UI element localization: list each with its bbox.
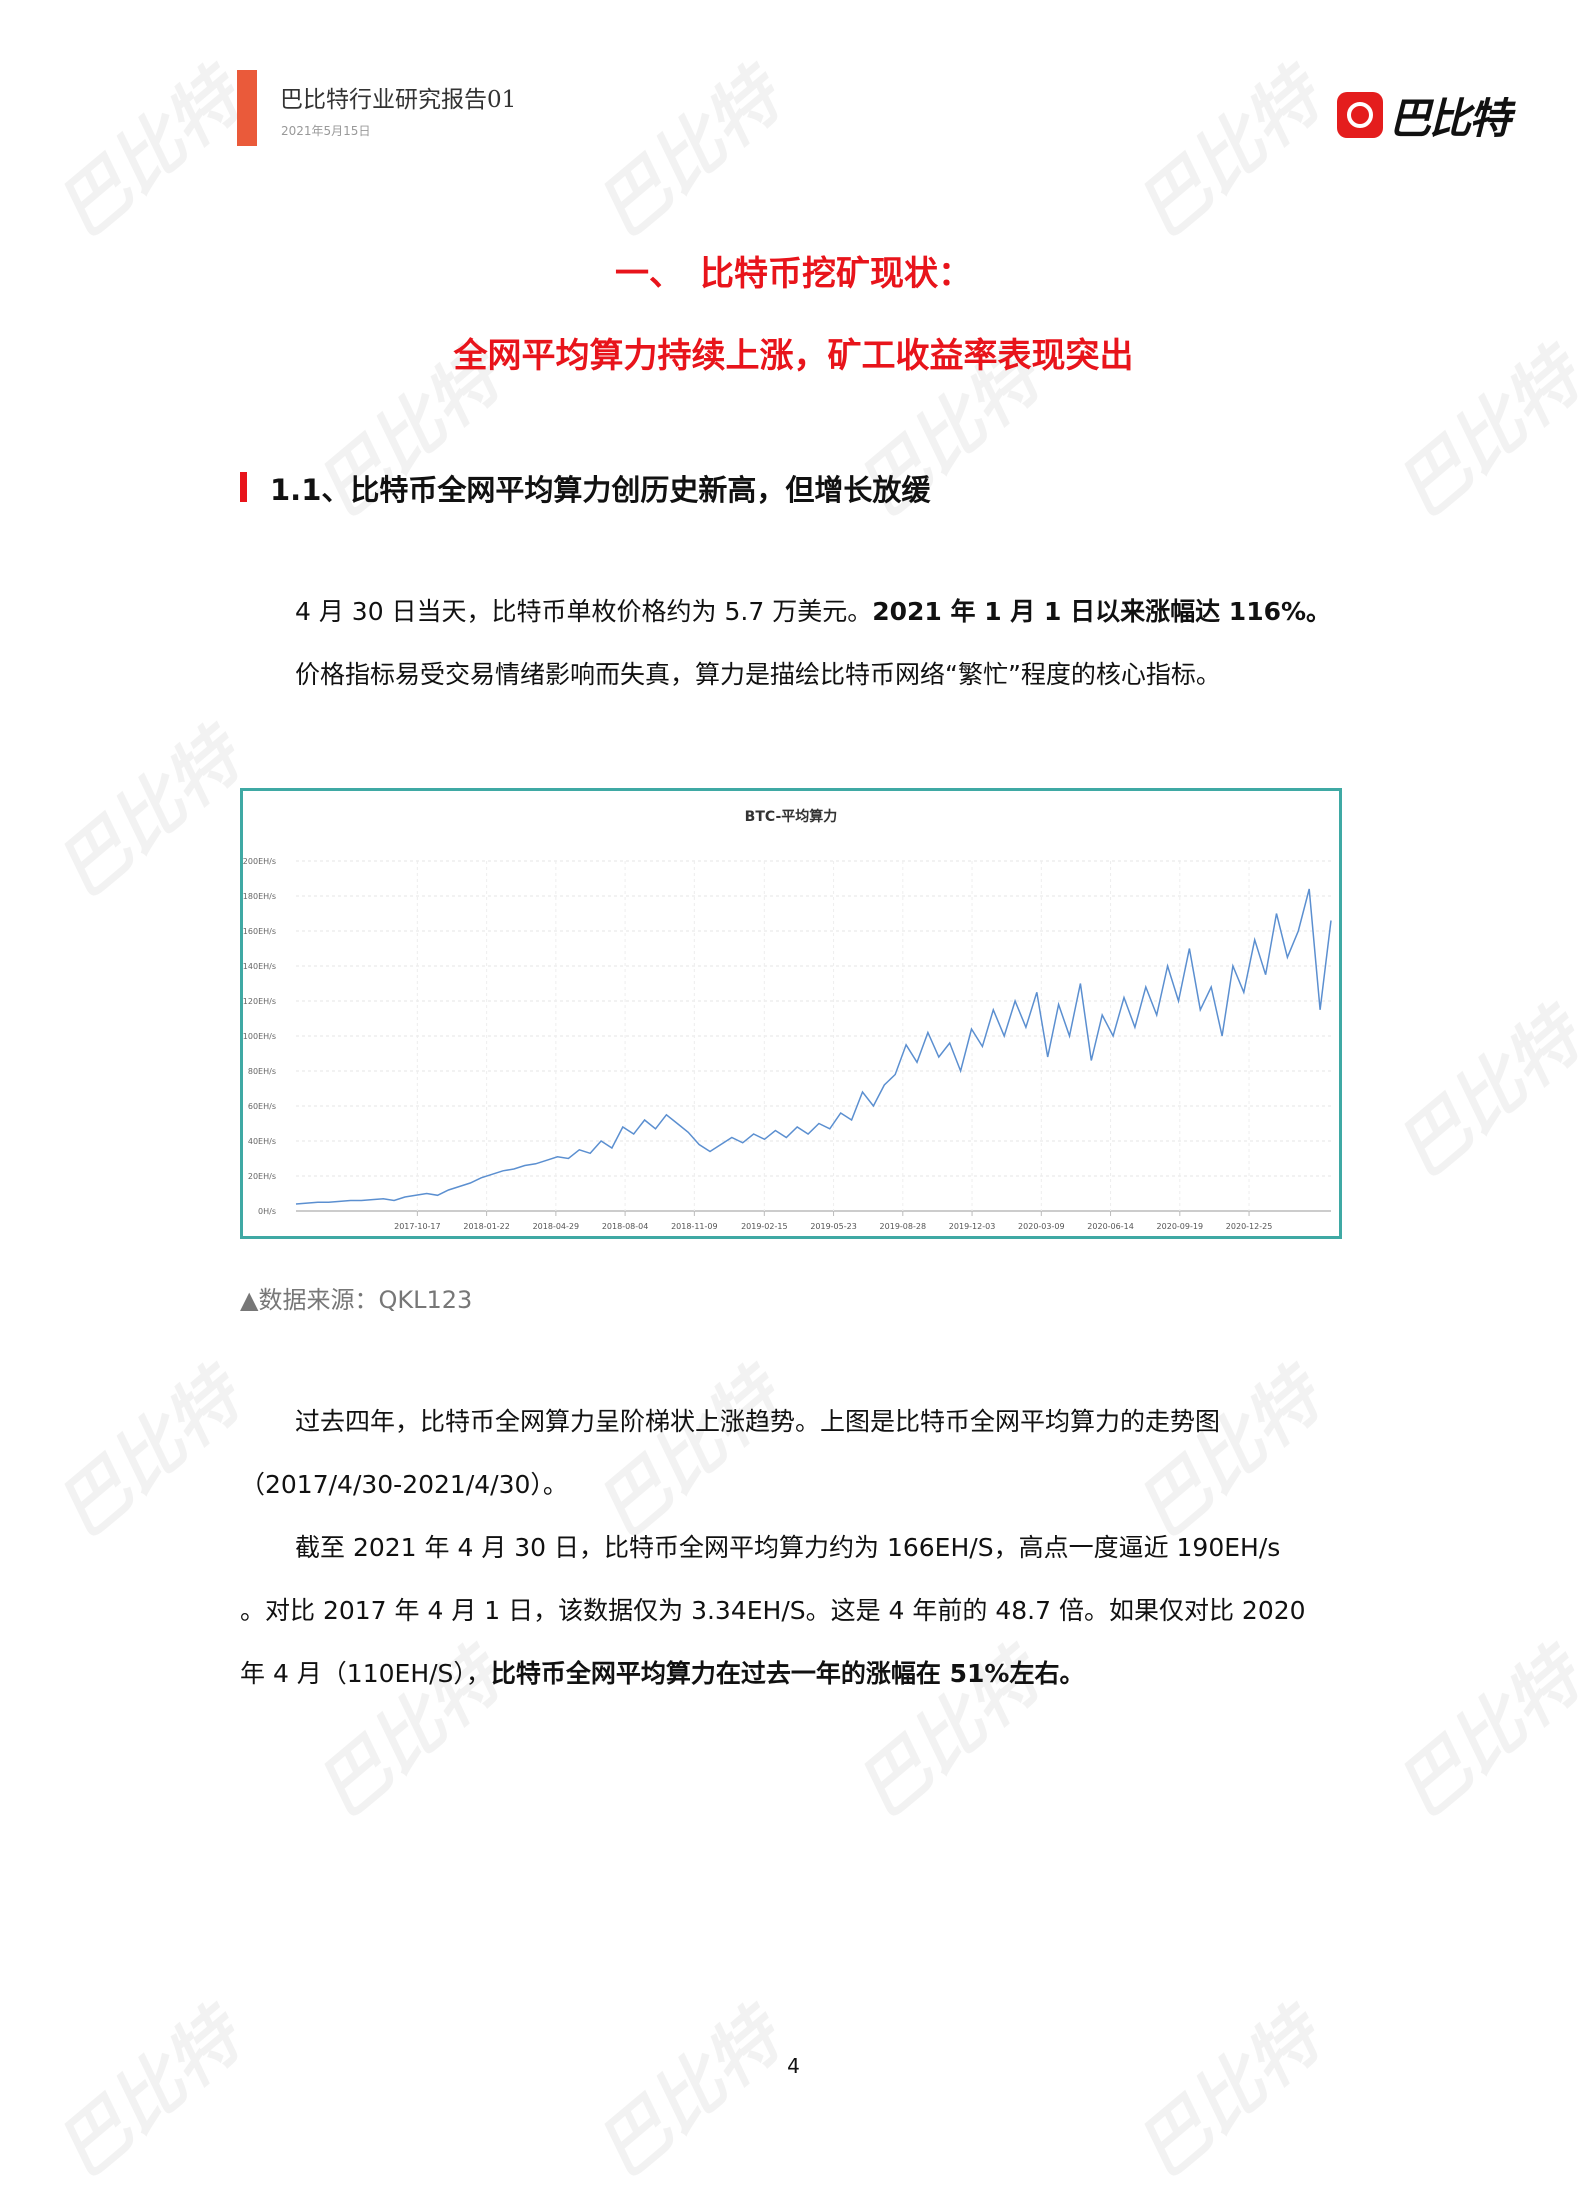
x-tick-label: 2020-03-09 — [1018, 1222, 1064, 1231]
x-tick-label: 2019-12-03 — [949, 1222, 996, 1231]
babite-logo: 巴比特 — [1337, 88, 1511, 143]
x-tick-label: 2018-04-29 — [533, 1222, 580, 1231]
watermark: 巴比特 — [41, 1355, 256, 1554]
x-tick-label: 2020-06-14 — [1087, 1222, 1134, 1231]
text: 截至 2021 年 4 月 30 日，比特币全网平均算力约为 166EH/S，高… — [295, 1533, 1281, 1562]
paragraph-trend: 过去四年，比特币全网算力呈阶梯状上涨趋势。上图是比特币全网平均算力的走势图 （2… — [240, 1390, 1350, 1705]
x-tick-label: 2019-02-15 — [741, 1222, 788, 1231]
y-tick-label: 160EH/s — [243, 927, 276, 936]
y-tick-label: 140EH/s — [243, 962, 276, 971]
report-date: 2021年5月15日 — [281, 124, 371, 138]
text: 过去四年，比特币全网算力呈阶梯状上涨趋势。上图是比特币全网平均算力的走势图 — [295, 1407, 1221, 1436]
x-tick-label: 2020-09-19 — [1157, 1222, 1204, 1231]
y-tick-label: 0H/s — [258, 1207, 276, 1216]
bold-text: 比特币全网平均算力在过去一年的涨幅在 51%左右。 — [490, 1659, 1085, 1688]
x-tick-label: 2018-08-04 — [602, 1222, 649, 1231]
text: 年 4 月（110EH/S）， — [240, 1659, 491, 1688]
hashrate-line — [295, 888, 1332, 1205]
text: （2017/4/30-2021/4/30）。 — [240, 1470, 568, 1499]
chapter-subheading: 全网平均算力持续上涨，矿工收益率表现突出 — [453, 336, 1134, 376]
y-tick-label: 100EH/s — [243, 1032, 276, 1041]
paragraph-price: 4 月 30 日当天，比特币单枚价格约为 5.7 万美元。2021 年 1 月 … — [240, 580, 1350, 706]
y-tick-label: 180EH/s — [243, 892, 276, 901]
watermark: 巴比特 — [1121, 1995, 1336, 2194]
x-tick-label: 2019-05-23 — [810, 1222, 857, 1231]
report-title: 巴比特行业研究报告01 — [280, 87, 517, 113]
y-tick-label: 120EH/s — [243, 997, 276, 1006]
chart-grid — [296, 860, 1331, 1212]
y-tick-label: 20EH/s — [248, 1172, 276, 1181]
watermark: 巴比特 — [581, 1995, 796, 2194]
watermark: 巴比特 — [581, 55, 796, 254]
x-axis: 2017-10-17 2018-01-22 2018-04-29 2018-08-04… — [394, 1211, 1272, 1231]
watermark: 巴比特 — [41, 55, 256, 254]
y-tick-label: 80EH/s — [248, 1067, 276, 1076]
chart-svg: BTC-平均算力 0H/s 20EH/s 40EH/s 60EH/s 80EH/s 100… — [243, 808, 1332, 1231]
text: 。对比 2017 年 4 月 1 日，该数据仅为 3.34EH/S。这是 4 年… — [240, 1596, 1306, 1625]
header-accent-bar — [237, 70, 257, 146]
page-number: 4 — [787, 2054, 800, 2078]
bold-text: 2021 年 1 月 1 日以来涨幅达 116%。 — [872, 597, 1332, 626]
y-axis: 0H/s 20EH/s 40EH/s 60EH/s 80EH/s 100EH/s 120EH… — [243, 857, 276, 1216]
section-heading: 1.1、比特币全网平均算力创历史新高，但增长放缓 — [270, 473, 931, 507]
watermark: 巴比特 — [1121, 55, 1336, 254]
chapter-heading: 一、 比特币挖矿现状： — [615, 254, 972, 294]
y-tick-label: 200EH/s — [243, 857, 276, 866]
x-tick-label: 2017-10-17 — [394, 1222, 441, 1231]
x-tick-label: 2019-08-28 — [880, 1222, 927, 1231]
x-tick-label: 2018-11-09 — [671, 1222, 718, 1231]
section-marker — [240, 472, 247, 502]
data-source: ▲数据来源：QKL123 — [240, 1286, 473, 1314]
y-tick-label: 60EH/s — [248, 1102, 276, 1111]
text: 价格指标易受交易情绪影响而失真，算力是描绘比特币网络“繁忙”程度的核心指标。 — [295, 660, 1221, 689]
x-tick-label: 2018-01-22 — [463, 1222, 510, 1231]
text: 4 月 30 日当天，比特币单枚价格约为 5.7 万美元。 — [295, 597, 873, 626]
x-tick-label: 2020-12-25 — [1226, 1222, 1273, 1231]
watermark: 巴比特 — [1381, 995, 1587, 1194]
logo-mark-icon — [1337, 92, 1383, 138]
watermark: 巴比特 — [1381, 1635, 1587, 1834]
watermark: 巴比特 — [41, 1995, 256, 2194]
hashrate-chart: BTC-平均算力 0H/s 20EH/s 40EH/s 60EH/s 80EH/s 100… — [240, 788, 1342, 1239]
watermark: 巴比特 — [41, 715, 256, 914]
logo-text: 巴比特 — [1389, 93, 1511, 143]
y-tick-label: 40EH/s — [248, 1137, 276, 1146]
chart-title: BTC-平均算力 — [745, 808, 838, 825]
